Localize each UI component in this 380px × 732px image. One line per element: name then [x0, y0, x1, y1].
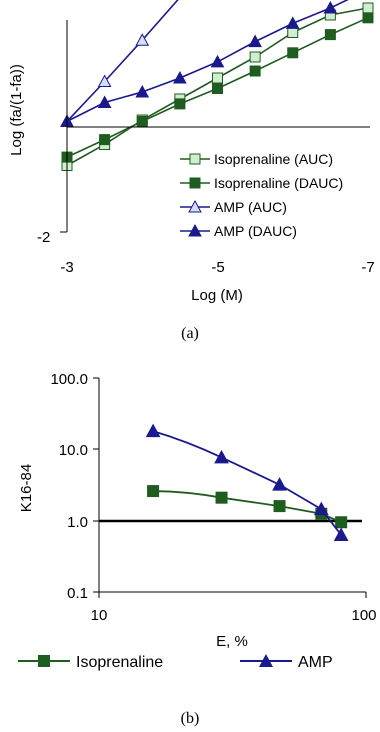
data-point-square-open [249, 51, 261, 63]
data-point-square-filled [136, 115, 148, 127]
legend-label: AMP [298, 654, 333, 671]
legend-marker-square-filled [38, 655, 50, 667]
data-point-triangle-filled [285, 16, 300, 29]
data-point-triangle-filled [333, 527, 349, 541]
data-point-square-filled [147, 485, 160, 498]
data-point-triangle-filled [214, 449, 229, 464]
panel-b-ytick-label: 10.0 [59, 442, 88, 459]
legend-label: Isoprenaline (AUC) [214, 151, 333, 167]
panel-b-caption: (b) [181, 710, 200, 727]
panel-a: -2 -3 -5 -7 Log (M) Log (fa/(1-fa)) Isop… [8, 0, 375, 342]
data-point-triangle-filled [248, 34, 262, 48]
data-point-square-filled [212, 83, 223, 94]
legend-marker-square-filled [189, 177, 201, 189]
panel-b-xlabel: E, % [216, 633, 248, 650]
panel-b-ytick-label: 0.1 [67, 585, 88, 602]
panel-b-ylabel: K16-84 [18, 464, 35, 512]
panel-a-ylabel: Log (fa/(1-fa)) [8, 64, 25, 156]
panel-a-xtick-label: -3 [60, 259, 73, 276]
data-point-triangle-filled [135, 84, 150, 98]
data-point-square-filled [249, 65, 261, 77]
legend-item-amp-dauc: AMP (DAUC) [180, 223, 297, 239]
panel-b-xtick-label: 10 [91, 607, 108, 624]
data-point-triangle-open [135, 33, 150, 46]
data-point-triangle-filled [173, 70, 187, 84]
series-line [153, 490, 342, 524]
legend-item-amp-auc: AMP (AUC) [180, 199, 287, 215]
panel-a-legend: Isoprenaline (AUC) Isoprenaline (DAUC) A… [180, 151, 343, 239]
panel-b-ytick-label: 100.0 [50, 371, 88, 388]
legend-item-isoprenaline-dauc: Isoprenaline (DAUC) [180, 175, 343, 191]
legend-marker-triangle-filled [259, 654, 273, 667]
panel-b-ytick-label: 1.0 [67, 514, 88, 531]
legend-item-isoprenaline: Isoprenaline [18, 654, 163, 671]
data-point-square-filled [273, 500, 286, 513]
data-point-square-filled [362, 12, 374, 24]
legend-label: Isoprenaline (DAUC) [214, 175, 343, 191]
data-point-square-open [212, 72, 223, 84]
series-line [152, 430, 342, 536]
legend-marker-triangle-filled [188, 223, 202, 237]
legend-marker-triangle-open [188, 199, 202, 213]
data-point-triangle-filled [272, 477, 287, 491]
data-point-square-open [287, 27, 299, 38]
data-point-triangle-filled [323, 0, 338, 14]
data-point-square-filled [215, 491, 228, 504]
panel-b-legend: Isoprenaline AMP [18, 654, 333, 671]
data-point-triangle-filled [97, 95, 112, 108]
data-point-triangle-filled [313, 501, 329, 516]
legend-item-isoprenaline-auc: Isoprenaline (AUC) [180, 151, 333, 167]
data-point-square-filled [174, 98, 186, 110]
panel-b-plot-area [145, 423, 349, 541]
panel-b: 100.0 10.0 1.0 0.1 10 100 E, % K16-84 Is… [18, 371, 377, 727]
data-point-square-filled [287, 47, 299, 59]
legend-label: AMP (AUC) [214, 199, 287, 215]
data-point-square-filled [99, 134, 111, 146]
panel-b-xtick-label: 100 [351, 607, 376, 624]
data-point-triangle-open [97, 74, 112, 87]
data-point-square-open [362, 2, 374, 14]
data-point-square-filled [335, 516, 348, 529]
legend-marker-square-open [189, 153, 201, 165]
panel-a-xtick-label: -7 [361, 259, 374, 276]
legend-label: AMP (DAUC) [214, 223, 297, 239]
data-point-triangle-filled [210, 54, 225, 68]
data-point-triangle-filled [145, 423, 161, 438]
data-point-square-filled [324, 29, 336, 41]
legend-item-amp: AMP [240, 654, 333, 671]
legend-label: Isoprenaline [76, 654, 163, 671]
panel-a-caption: (a) [181, 325, 199, 342]
panel-a-xtick-label: -5 [211, 259, 224, 276]
panel-a-xlabel: Log (M) [191, 287, 243, 304]
panel-a-plot-area [60, 0, 374, 171]
panel-a-ytick-label: -2 [37, 229, 50, 246]
